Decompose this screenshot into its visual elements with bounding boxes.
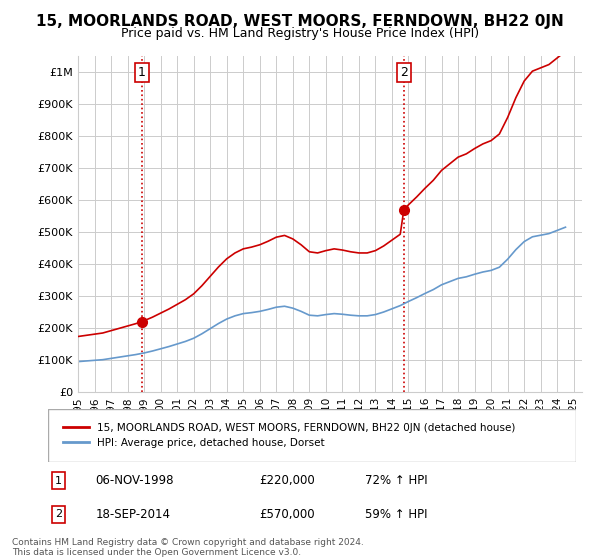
Text: 59% ↑ HPI: 59% ↑ HPI <box>365 508 427 521</box>
Text: 06-NOV-1998: 06-NOV-1998 <box>95 474 174 487</box>
Text: 1: 1 <box>137 66 146 79</box>
Text: Contains HM Land Registry data © Crown copyright and database right 2024.
This d: Contains HM Land Registry data © Crown c… <box>12 538 364 557</box>
Text: 18-SEP-2014: 18-SEP-2014 <box>95 508 170 521</box>
Text: Price paid vs. HM Land Registry's House Price Index (HPI): Price paid vs. HM Land Registry's House … <box>121 27 479 40</box>
Legend: 15, MOORLANDS ROAD, WEST MOORS, FERNDOWN, BH22 0JN (detached house), HPI: Averag: 15, MOORLANDS ROAD, WEST MOORS, FERNDOWN… <box>58 419 520 452</box>
Text: £570,000: £570,000 <box>259 508 315 521</box>
Text: 72% ↑ HPI: 72% ↑ HPI <box>365 474 427 487</box>
Text: £220,000: £220,000 <box>259 474 315 487</box>
Text: 2: 2 <box>400 66 408 79</box>
Text: 15, MOORLANDS ROAD, WEST MOORS, FERNDOWN, BH22 0JN: 15, MOORLANDS ROAD, WEST MOORS, FERNDOWN… <box>36 14 564 29</box>
Text: 2: 2 <box>55 509 62 519</box>
Text: 1: 1 <box>55 476 62 486</box>
